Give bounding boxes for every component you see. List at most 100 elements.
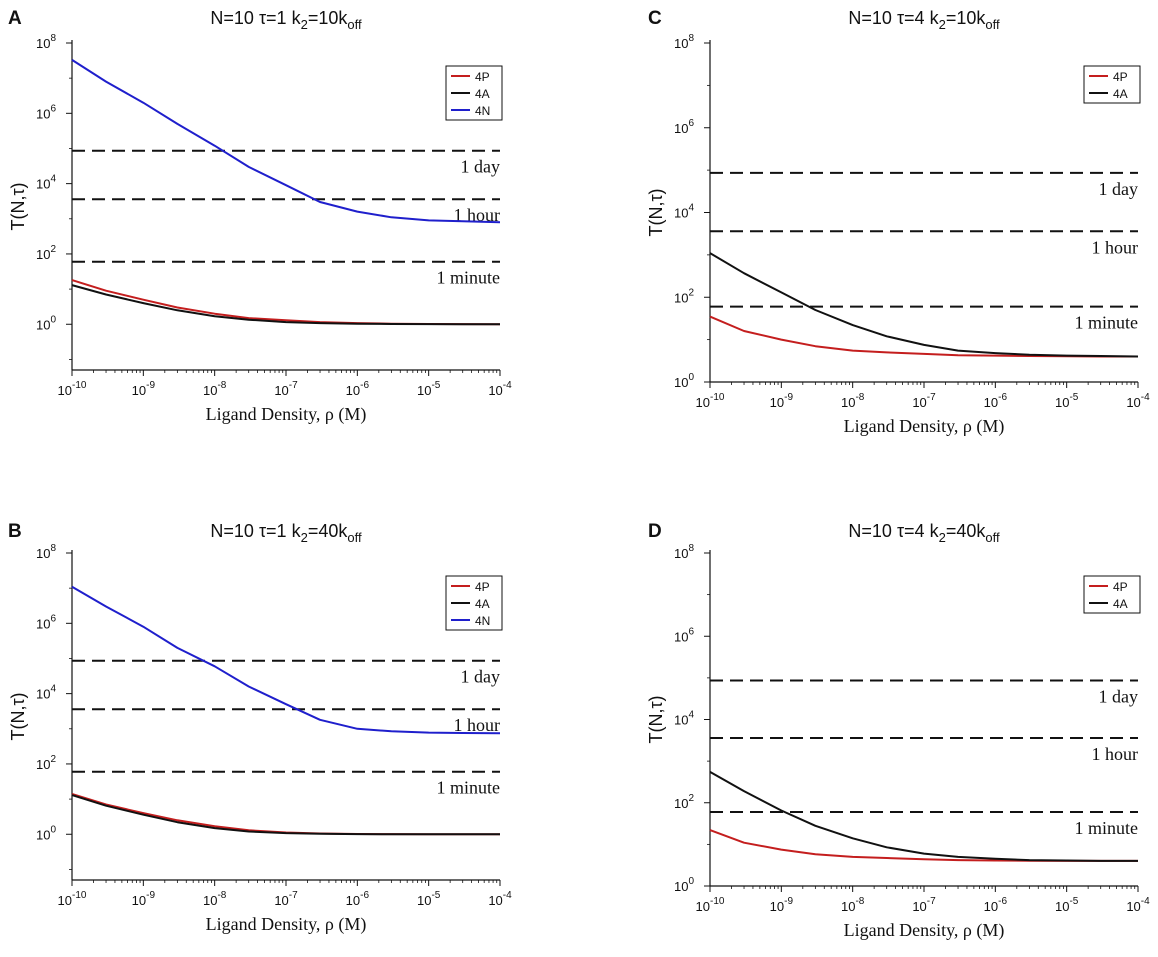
series-line-4a [709,771,1138,862]
x-tick-label: 10-9 [770,392,794,410]
y-axis-label: T(N,τ) [8,692,28,740]
y-tick-label: 102 [36,244,56,262]
legend-label: 4P [1113,580,1128,594]
legend: 4P 4A 4N [445,65,503,121]
y-tick-label: 106 [36,613,56,631]
y-axis-label: T(N,τ) [8,182,28,230]
reference-label: 1 hour [454,715,501,735]
x-tick-label: 10-8 [841,896,865,914]
y-axis-label: T(N,τ) [646,695,666,743]
y-tick-label: 106 [36,103,56,121]
legend-label: 4A [475,87,490,101]
x-tick-label: 10-5 [417,890,441,908]
panel-letter: D [648,521,662,542]
chart-panel-b: B N=10 τ=1 k2=40koff 10-10 10-9 10-8 10-7 10-6… [8,521,512,935]
reference-label: 1 hour [454,205,501,225]
panel-letter: A [8,8,22,29]
x-tick-label: 10-10 [58,380,87,398]
panel-letter: C [648,8,662,29]
legend-label: 4A [1113,87,1128,101]
y-tick-label: 102 [36,754,56,772]
x-tick-label: 10-5 [417,380,441,398]
series-line-4p [71,793,500,836]
x-axis-label: Ligand Density, ρ (M) [844,920,1005,941]
x-tick-label: 10-4 [1126,896,1150,914]
x-tick-label: 10-6 [984,392,1008,410]
y-tick-label: 100 [36,314,56,332]
reference-label: 1 hour [1092,237,1139,257]
chart-panel-c: C N=10 τ=4 k2=10koff 10-10 10-9 10-8 10-7 10-6… [646,8,1150,437]
series-line-4a [709,252,1139,358]
y-tick-label: 106 [674,118,694,136]
x-tick-label: 10-6 [346,380,370,398]
y-tick-label: 100 [36,824,56,842]
y-tick-label: 104 [36,174,56,192]
x-tick-label: 10-8 [841,392,865,410]
chart-title: N=10 τ=1 k2=40koff [210,521,362,545]
legend-label: 4N [475,614,490,628]
x-tick-label: 10-5 [1055,392,1079,410]
x-axis-label: Ligand Density, ρ (M) [206,914,367,935]
x-tick-label: 10-7 [274,380,298,398]
x-tick-label: 10-8 [203,890,227,908]
y-tick-label: 100 [674,372,694,390]
x-tick-label: 10-10 [696,392,725,410]
reference-label: 1 day [1099,179,1139,199]
reference-label: 1 minute [437,778,501,798]
legend-label: 4N [475,104,490,118]
reference-label: 1 minute [1075,313,1139,333]
x-tick-label: 10-4 [488,380,512,398]
x-tick-label: 10-6 [346,890,370,908]
y-tick-label: 102 [674,287,694,305]
y-tick-label: 104 [36,684,56,702]
y-tick-label: 102 [674,793,694,811]
y-tick-label: 108 [674,543,694,561]
x-tick-label: 10-7 [912,392,936,410]
x-tick-label: 10-4 [488,890,512,908]
x-tick-label: 10-10 [58,890,87,908]
reference-label: 1 day [461,667,501,687]
legend-box [1083,575,1141,614]
y-axis-label: T(N,τ) [646,188,666,236]
series-line-4n [71,59,501,224]
legend-label: 4P [1113,70,1128,84]
series-line-4a [71,794,500,836]
reference-label: 1 day [1099,687,1139,707]
x-tick-label: 10-10 [696,896,725,914]
x-axis-label: Ligand Density, ρ (M) [206,404,367,425]
x-tick-label: 10-5 [1055,896,1079,914]
x-tick-label: 10-8 [203,380,227,398]
x-tick-label: 10-7 [274,890,298,908]
series-line-4a [71,284,500,326]
x-tick-label: 10-6 [984,896,1008,914]
reference-label: 1 minute [437,268,501,288]
legend-label: 4P [475,580,490,594]
y-tick-label: 108 [674,33,694,51]
reference-label: 1 day [461,157,501,177]
x-tick-label: 10-9 [770,896,794,914]
legend-box [1083,65,1141,104]
y-tick-label: 106 [674,626,694,644]
reference-label: 1 minute [1075,818,1139,838]
x-axis-label: Ligand Density, ρ (M) [844,416,1005,437]
chart-title: N=10 τ=4 k2=10koff [848,8,1000,32]
y-tick-label: 108 [36,33,56,51]
legend-label: 4P [475,70,490,84]
chart-panel-d: D N=10 τ=4 k2=40koff 10-10 10-9 10-8 10-7 10-6… [646,521,1150,941]
legend-label: 4A [475,597,490,611]
x-tick-label: 10-4 [1126,392,1150,410]
chart-title: N=10 τ=4 k2=40koff [848,521,1000,545]
y-tick-label: 104 [674,710,694,728]
y-tick-label: 100 [674,876,694,894]
series-line-4n [71,585,501,735]
chart-title: N=10 τ=1 k2=10koff [210,8,362,32]
y-tick-label: 108 [36,543,56,561]
x-tick-label: 10-9 [132,890,156,908]
x-tick-label: 10-7 [912,896,936,914]
chart-panel-a: A N=10 τ=1 k2=10koff 10-10 10-9 10-8 10-7 10-6… [8,8,512,425]
y-tick-label: 104 [674,203,694,221]
reference-label: 1 hour [1092,744,1139,764]
